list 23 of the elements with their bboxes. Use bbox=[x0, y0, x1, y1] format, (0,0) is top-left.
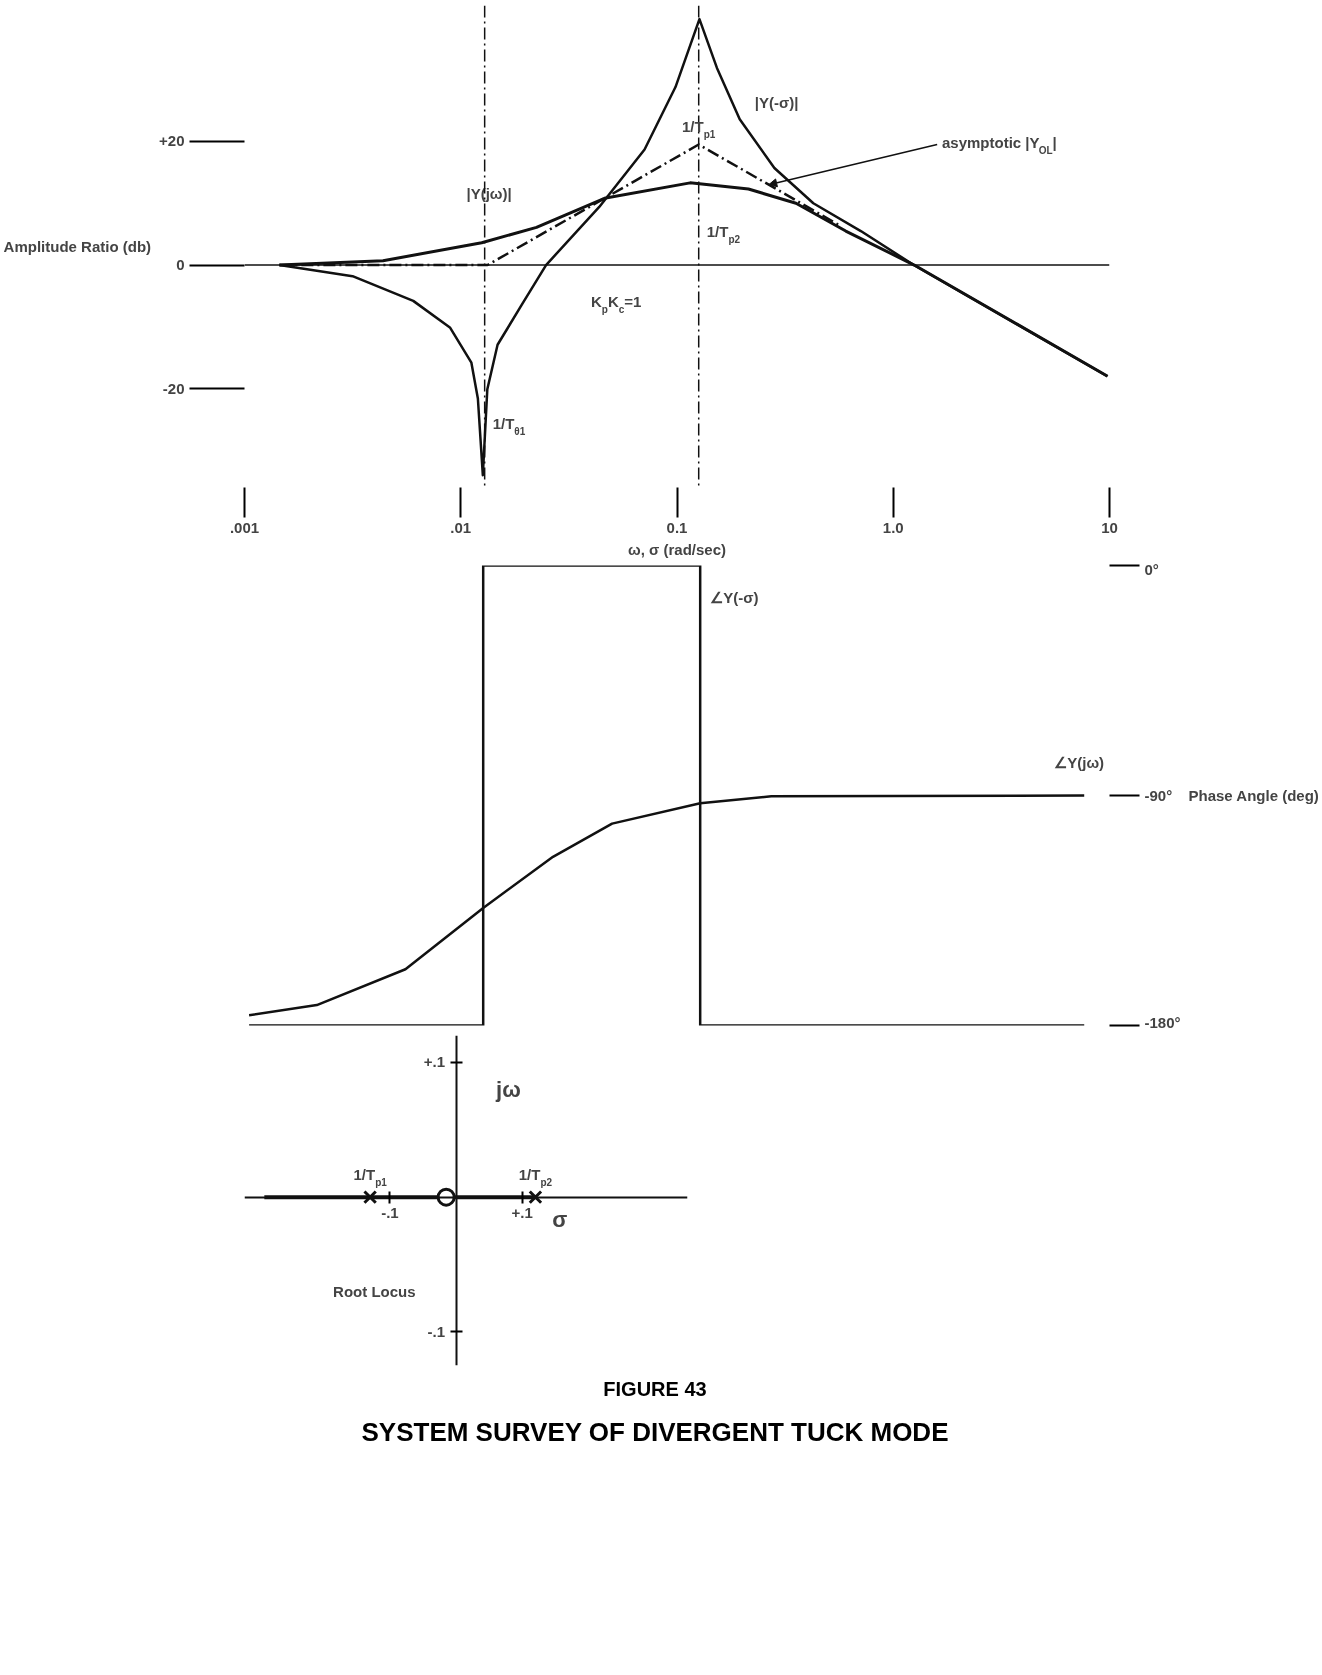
text: |Y(jω)| bbox=[466, 185, 512, 203]
x-tick-label: 1.0 bbox=[882, 518, 904, 536]
y-tick-label: +20 bbox=[159, 132, 185, 150]
x-tick-label: 0.1 bbox=[666, 518, 688, 536]
y-tick-label: -20 bbox=[162, 379, 185, 397]
y-tick-label: 0° bbox=[1144, 560, 1159, 578]
y-tick-label: -90° bbox=[1144, 787, 1173, 804]
text: SYSTEM SURVEY OF DIVERGENT TUCK MODE bbox=[361, 1415, 949, 1449]
series-label: ∠Y(-σ) bbox=[710, 588, 759, 606]
series-label: |Y(-σ)| bbox=[754, 94, 799, 112]
y-axis-title: Phase Angle (deg) bbox=[1188, 787, 1319, 804]
x-tick-label: 10 bbox=[1101, 518, 1118, 536]
caption: FIGURE 43 bbox=[603, 1377, 707, 1402]
x-tick-label: .01 bbox=[450, 518, 472, 536]
y-tick-label: 0 bbox=[176, 256, 185, 274]
x-axis-title: ω, σ (rad/sec) bbox=[628, 540, 726, 558]
annotation: Root Locus bbox=[333, 1282, 416, 1300]
y-axis-title: Amplitude Ratio (db) bbox=[3, 238, 152, 255]
x-tick-label: .001 bbox=[229, 518, 260, 536]
y-axis-title: jω bbox=[495, 1077, 521, 1103]
y-tick-label: -180° bbox=[1144, 1013, 1181, 1031]
series-label: ∠Y(jω) bbox=[1054, 753, 1105, 771]
x-axis-title: σ bbox=[552, 1207, 568, 1233]
